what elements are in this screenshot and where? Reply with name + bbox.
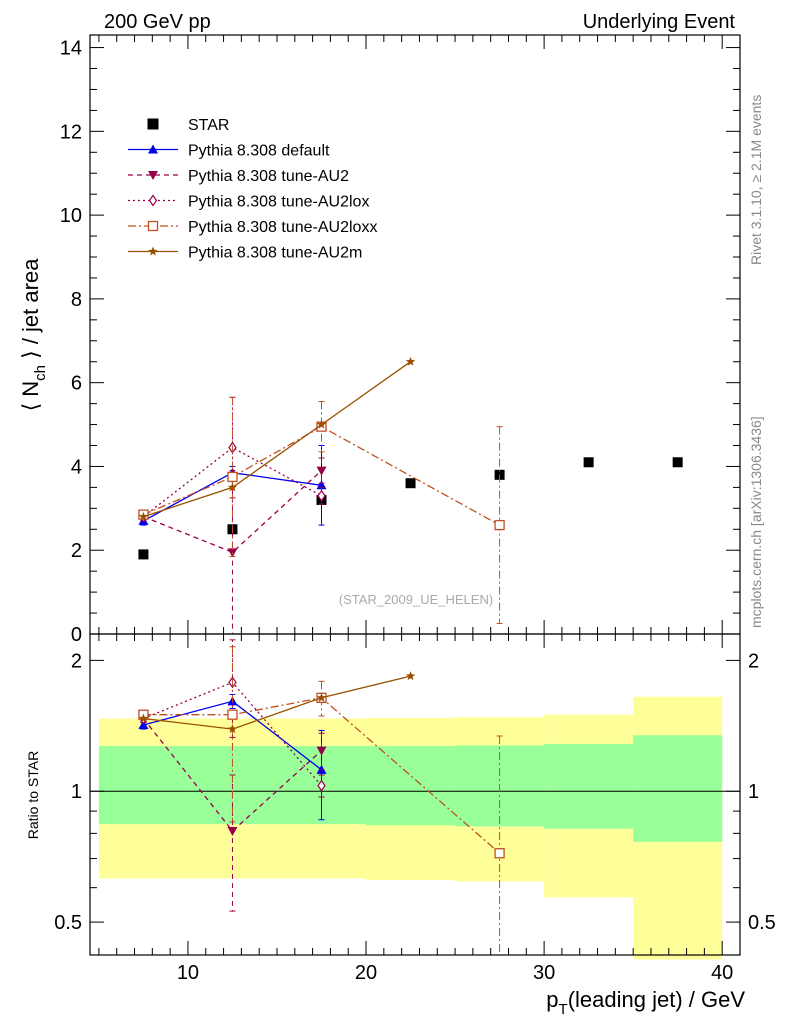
ratio-series-au2m-point [405,671,416,681]
main-y-axis-label-main: ⟨ N [18,381,43,412]
ratio-series-au2m-point [227,724,238,734]
legend-item-star: STAR [147,117,229,134]
legend-label-star: STAR [188,117,229,134]
main-y-tick-label: 10 [60,205,82,227]
legend-label-au2: Pythia 8.308 tune-AU2 [188,168,349,185]
ratio-panel: 10 20 30 40 0.5 0.5 1 1 2 2 Ratio to STAR pT(lead… [25,633,776,1018]
legend: STAR Pythia 8.308 default Pythia 8.308 tun… [128,117,377,262]
series-au2m-point [138,511,149,521]
legend-item-au2m: Pythia 8.308 tune-AU2m [128,245,362,262]
main-y-tick-label: 2 [71,540,82,562]
series-au2loxx-point [494,519,505,531]
series-star-point [672,457,683,468]
ratio-panel-frame [89,633,741,956]
series-star-point [405,478,416,489]
x-axis-label: pT(leading jet) / GeV [546,987,745,1018]
main-y-tick-label: 12 [60,121,82,143]
legend-marker-au2lox [148,194,158,207]
ratio-band-inner [98,746,188,825]
legend-item-default: Pythia 8.308 default [128,143,330,160]
ratio-y-tick-label: 2 [71,650,82,672]
legend-marker-au2 [148,171,158,180]
main-panel: 0 2 4 6 8 10 12 14 (STAR_2009_UE_HELEN) ⟨ Nch ⟩… [18,34,741,646]
x-axis-label-main: p [546,987,558,1012]
ratio-series-au2m-point [138,713,149,723]
header-left-label: 200 GeV pp [104,11,211,33]
x-axis-label-tail: (leading jet) / GeV [568,987,746,1012]
ratio-y-axis-label: Ratio to STAR [25,751,41,839]
series-star-point [583,457,594,468]
main-y-axis-label-sub: ch [32,365,49,381]
series-au2-point [316,466,327,476]
ratio-y-tick-label-right: 0.5 [748,912,776,934]
ratio-series-au2loxx-point [494,848,505,859]
main-y-tick-label: 8 [71,289,82,311]
ratio-y-tick-label-right: 2 [748,650,759,672]
legend-marker-au2loxx [147,220,159,232]
ratio-band-inner [366,746,456,826]
ratio-series-au2m [138,671,416,734]
series-au2-line [143,470,322,554]
legend-item-au2loxx: Pythia 8.308 tune-AU2loxx [128,219,377,236]
side-label-top: Rivet 3.1.10, ≥ 2.1M events [748,95,764,265]
legend-marker-default [148,144,158,154]
legend-label-au2lox: Pythia 8.308 tune-AU2lox [188,194,369,211]
series-au2m-point [405,356,416,366]
ratio-series-au2loxx-line [143,697,501,854]
main-y-axis-label: ⟨ Nch ⟩ / jet area [18,258,49,412]
ratio-band-inner [633,735,723,842]
ratio-series-au2-point [227,827,238,837]
ratio-x-tick-label: 40 [711,962,733,984]
side-label-bottom: mcplots.cern.ch [arXiv:1306.3436] [748,416,764,628]
ratio-series-au2lox-point [317,779,326,792]
legend-label-default: Pythia 8.308 default [188,143,330,160]
ratio-series-au2-line [142,718,322,832]
ratio-x-tick-label: 30 [533,962,555,984]
main-y-tick-label: 0 [71,624,82,646]
main-y-axis-label-tail: ⟩ / jet area [18,258,43,365]
legend-item-au2lox: Pythia 8.308 tune-AU2lox [128,194,369,211]
ratio-series-au2m-line [143,675,411,730]
header-right-label: Underlying Event [583,11,736,33]
series-au2m-point [227,482,238,492]
ratio-y-tick-label-right: 1 [748,781,759,803]
series-au2lox-point [317,489,326,502]
ratio-y-tick-label: 1 [71,781,82,803]
ratio-series-au2-point [316,746,327,756]
main-y-tick-label: 6 [71,373,82,395]
ratio-series-au2loxx-point [227,709,238,720]
legend-marker-au2m [148,246,158,256]
series-au2loxx-point [227,471,238,483]
ratio-band-inner [544,743,634,829]
legend-marker-star [147,118,159,130]
series-au2m-point [316,419,327,429]
series-au2m-line [143,361,411,518]
legend-label-au2loxx: Pythia 8.308 tune-AU2loxx [188,219,377,236]
x-axis-label-sub: T [559,1001,568,1018]
ratio-x-tick-label: 20 [355,962,377,984]
series-au2loxx-line [143,425,500,526]
legend-label-au2m: Pythia 8.308 tune-AU2m [188,245,362,262]
series-au2lox-line [143,446,322,518]
series-au2m [138,356,416,521]
legend-item-au2: Pythia 8.308 tune-AU2 [128,168,349,185]
series-star [138,457,683,560]
main-y-tick-label: 14 [60,38,82,60]
ratio-series-au2m-point [316,692,327,702]
analysis-label: (STAR_2009_UE_HELEN) [339,592,493,607]
main-y-tick-label: 4 [71,456,82,478]
ratio-y-tick-label: 0.5 [54,912,82,934]
series-star-point [138,549,149,560]
ratio-x-tick-label: 10 [177,962,199,984]
